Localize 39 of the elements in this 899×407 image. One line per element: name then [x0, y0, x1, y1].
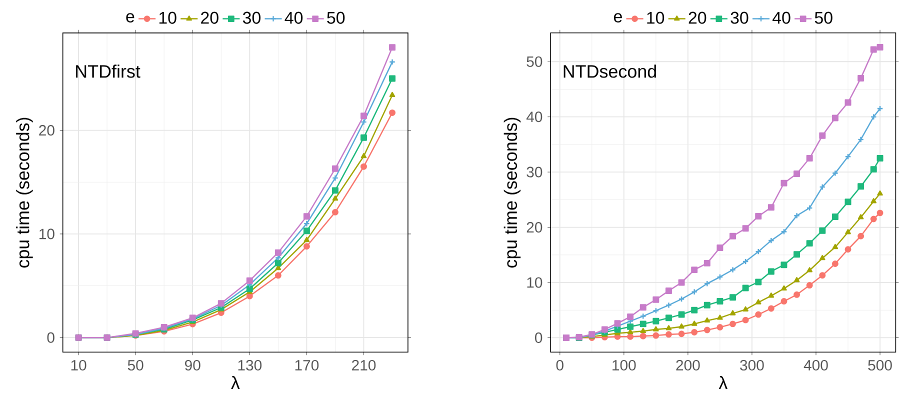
x-tick-label: 200 [676, 360, 700, 371]
x-tick-label: 10 [71, 360, 86, 371]
legend-label: 20 [688, 12, 706, 24]
legend-label: 20 [201, 12, 218, 24]
legend-title: e [126, 13, 134, 22]
y-tick-label: 50 [526, 56, 542, 67]
legend-label: 40 [772, 12, 790, 24]
x-tick-label: 130 [238, 360, 262, 371]
y-axis-title: cpu time (seconds) [16, 118, 33, 268]
x-tick-label: 0 [556, 360, 564, 371]
legend-label: 10 [647, 12, 664, 24]
legend-label: 10 [159, 12, 176, 24]
annotation: NTDsecond [564, 64, 656, 78]
legend-label: 50 [814, 12, 832, 24]
y-axis-title: cpu time (seconds) [504, 118, 521, 268]
x-tick-label: 90 [185, 360, 200, 371]
x-tick-label: 100 [612, 360, 636, 371]
y-tick-label: 0 [535, 332, 542, 344]
legend-title: e [614, 13, 622, 22]
y-tick-label: 20 [39, 125, 54, 136]
legend-label: 40 [284, 12, 303, 24]
x-tick-label: 50 [128, 360, 144, 371]
x-tick-label: 500 [868, 360, 892, 371]
y-tick-label: 20 [526, 222, 542, 233]
legend-label: 50 [327, 12, 345, 24]
legend-label: 30 [730, 12, 748, 24]
x-tick-label: 170 [295, 360, 319, 371]
y-tick-label: 30 [526, 166, 542, 178]
x-tick-label: 210 [352, 360, 376, 371]
x-tick-label: 300 [740, 360, 764, 371]
y-tick-label: 40 [526, 112, 542, 122]
y-tick-label: 10 [40, 228, 54, 240]
y-tick-label: 10 [527, 277, 542, 288]
y-tick-label: 0 [47, 332, 54, 343]
x-tick-label: 400 [804, 360, 828, 371]
x-axis-title: λ [718, 376, 728, 390]
annotation: NTDfirst [76, 64, 140, 78]
x-axis-title: λ [231, 376, 240, 390]
legend-label: 30 [242, 12, 260, 24]
